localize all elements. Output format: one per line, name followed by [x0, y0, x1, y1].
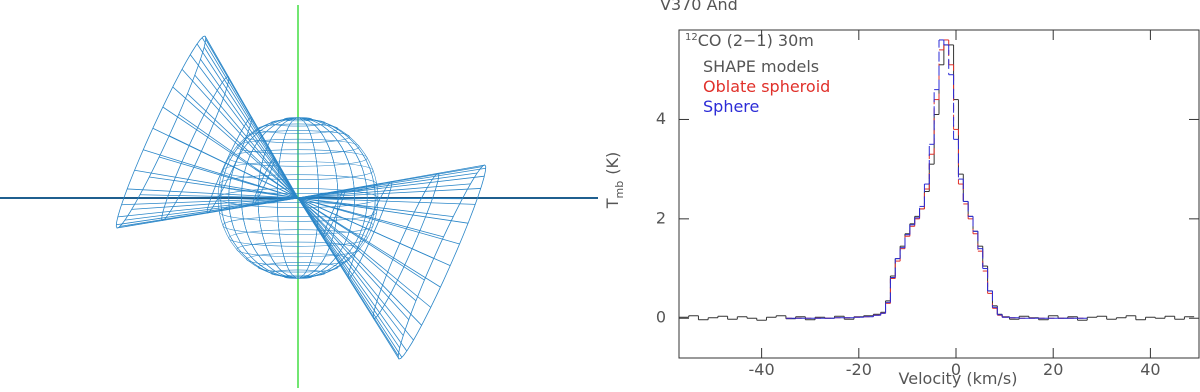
plot-frame — [678, 29, 1200, 359]
y-label-main: T — [603, 198, 622, 209]
legend-entry: Sphere — [703, 97, 759, 116]
y-tick-label: 2 — [656, 208, 666, 227]
y-axis-label: Tmb (K) — [603, 152, 626, 209]
x-tick-label: -20 — [846, 360, 872, 379]
legend-note: SHAPE models — [703, 57, 819, 76]
y-label-unit: (K) — [603, 152, 622, 175]
y-tick-label: 4 — [656, 109, 666, 128]
cone-ring — [115, 35, 207, 229]
cone-ring — [161, 76, 230, 221]
x-tick-label: 0 — [951, 360, 961, 379]
cone-ring — [397, 164, 487, 360]
x-tick-label: 40 — [1140, 360, 1160, 379]
x-tick-label: 20 — [1043, 360, 1063, 379]
cone-ring — [372, 172, 440, 320]
x-tick-label: -40 — [749, 360, 775, 379]
x-axis-label: Velocity (km/s) — [899, 369, 1018, 388]
legend-entry: 12CO (2−1) 30m — [685, 31, 814, 50]
y-label-sub: mb — [613, 181, 626, 199]
legend-sup: 12 — [685, 32, 698, 43]
wireframe-model — [0, 5, 598, 388]
cone-ring — [206, 116, 253, 214]
legend-text: CO (2−1) 30m — [698, 31, 814, 50]
cone-ring — [252, 157, 276, 206]
chart-title: V370 And — [660, 0, 738, 14]
sphere-meridian — [220, 117, 376, 279]
cone-ring — [347, 181, 393, 279]
legend-entry: Oblate spheroid — [703, 77, 830, 96]
cone-ring — [322, 189, 346, 239]
y-tick-label: 0 — [656, 308, 666, 327]
